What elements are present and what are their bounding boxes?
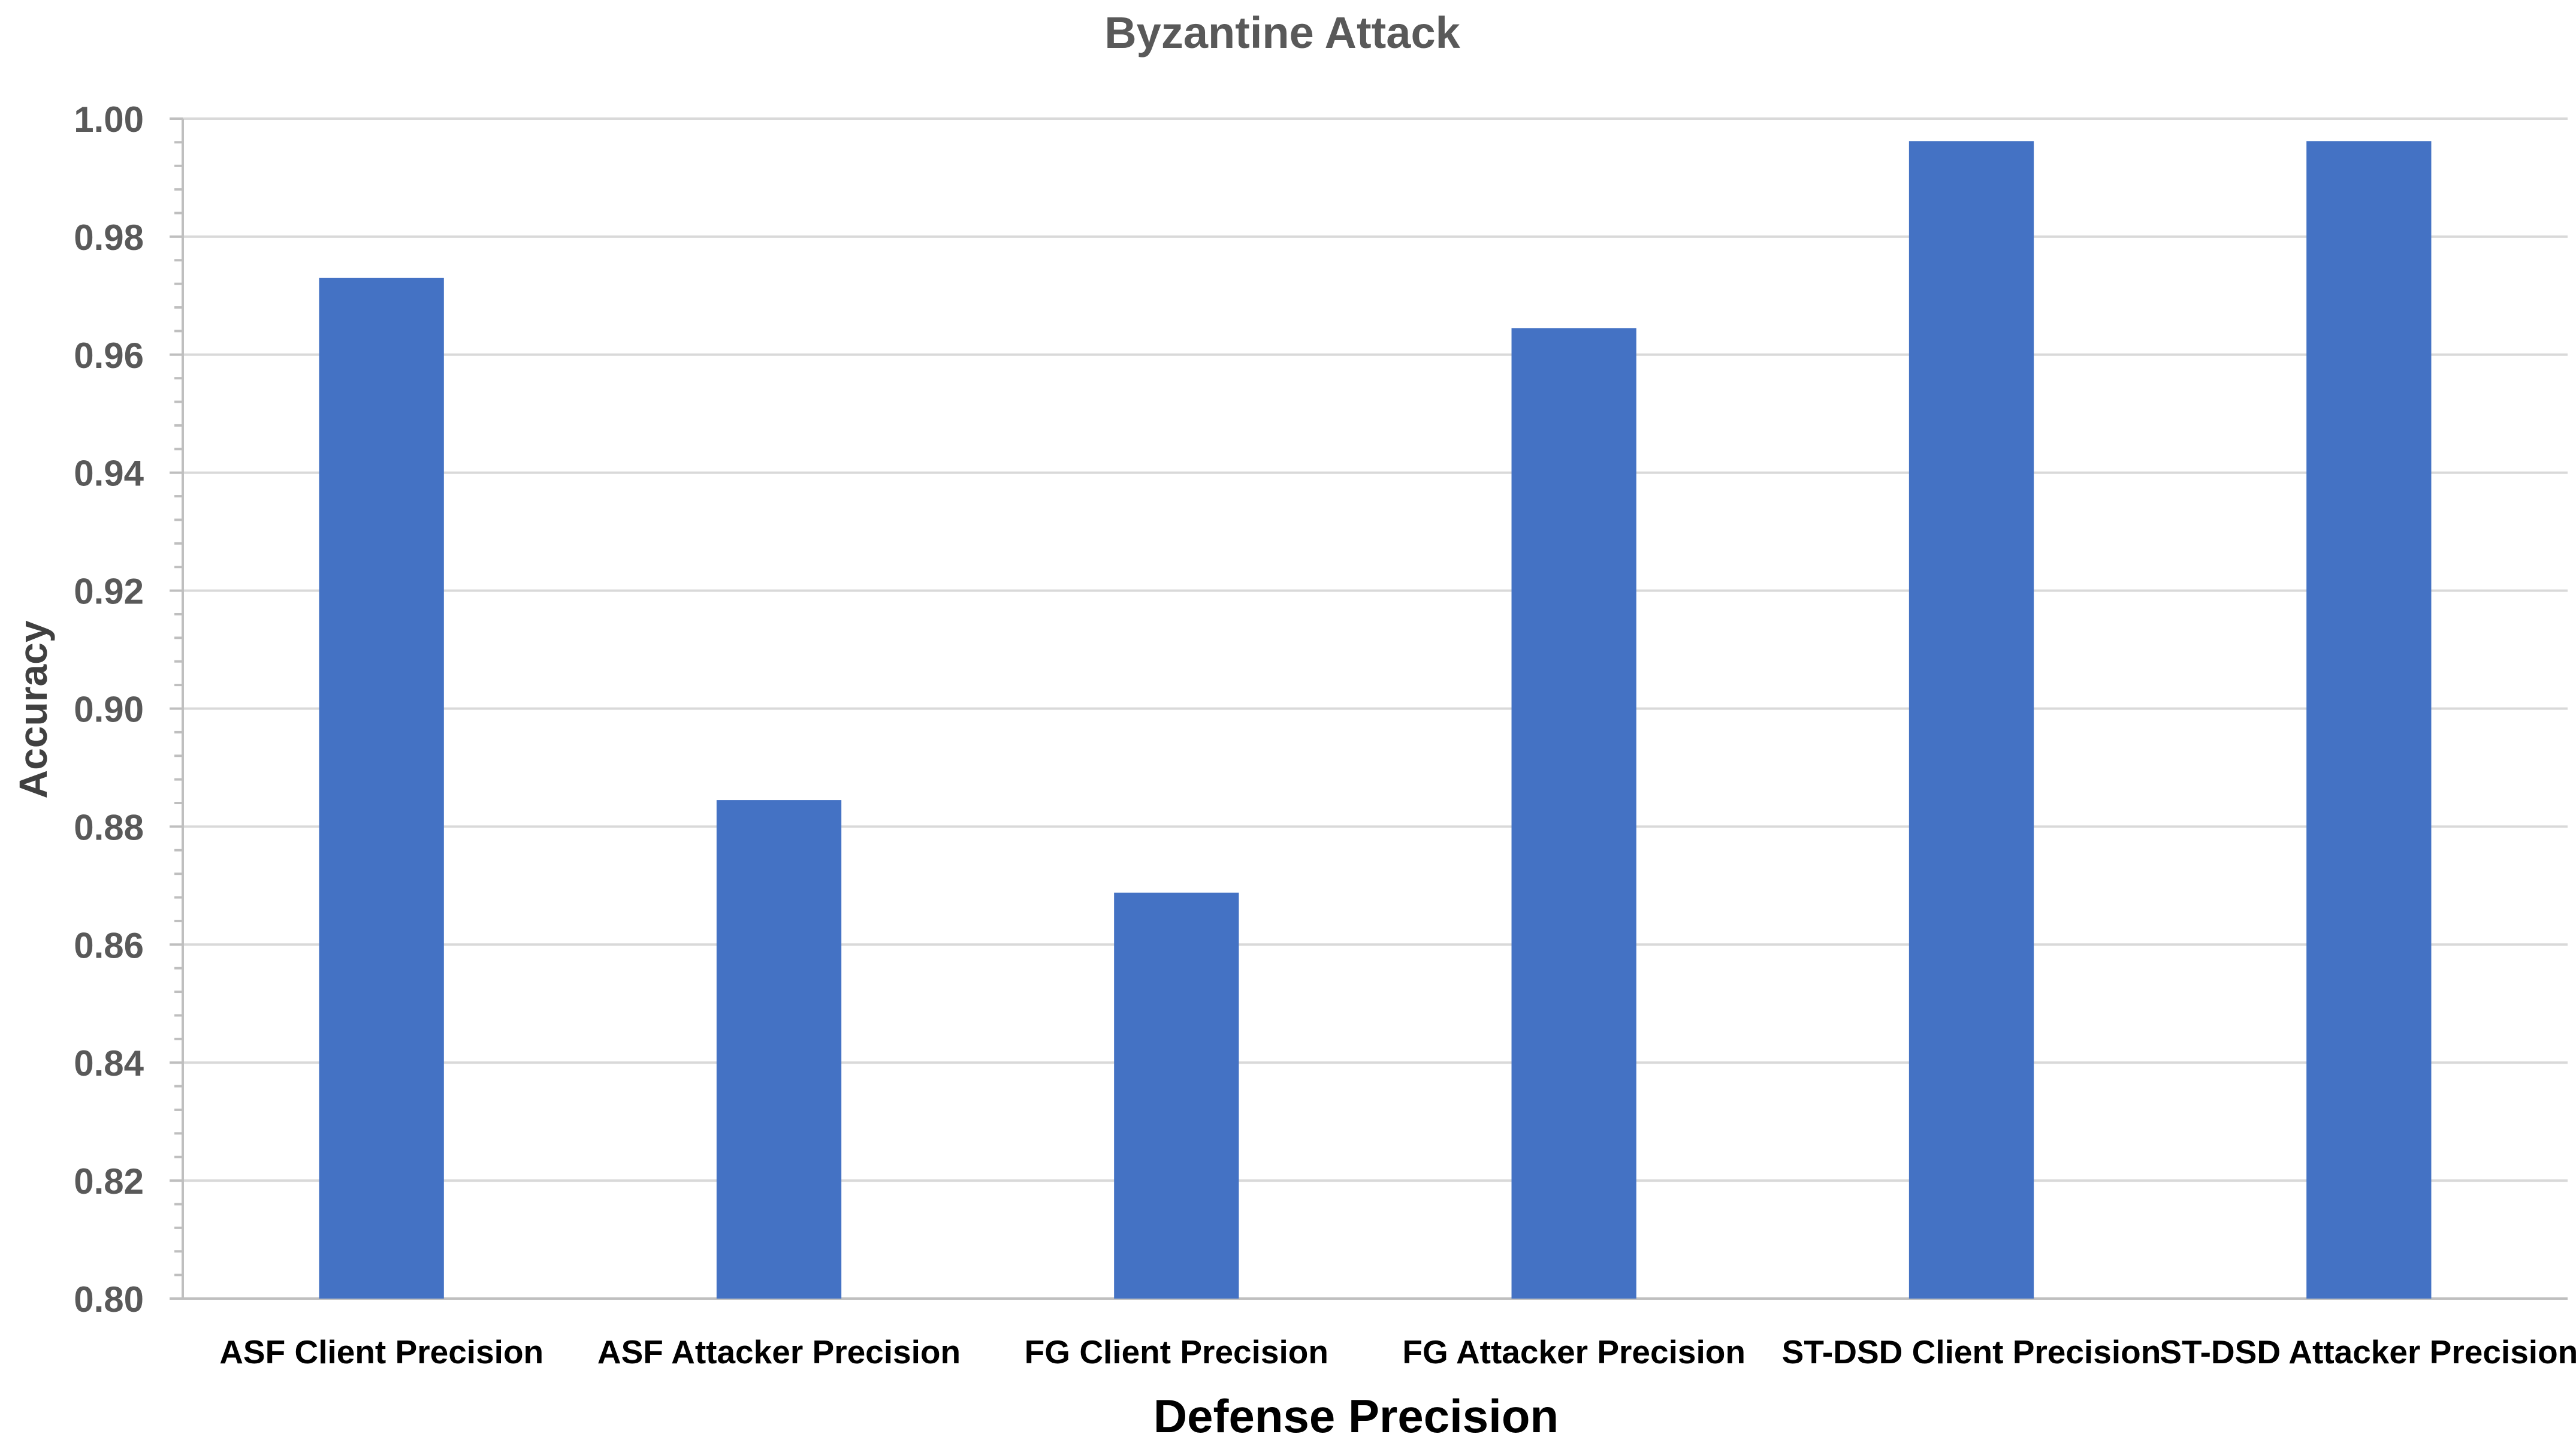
x-tick-label: ST-DSD Client Precision — [1782, 1333, 2161, 1370]
chart-title: Byzantine Attack — [1104, 8, 1460, 58]
x-tick-label: FG Attacker Precision — [1402, 1333, 1745, 1370]
bars — [319, 141, 2432, 1299]
x-axis-label: Defense Precision — [1153, 1390, 1559, 1440]
x-tick-label: ASF Client Precision — [219, 1333, 543, 1370]
y-tick-label: 0.80 — [74, 1279, 144, 1320]
y-tick-label: 0.90 — [74, 690, 144, 730]
bar — [1114, 892, 1239, 1299]
y-axis-label: Accuracy — [11, 620, 55, 798]
y-tick-label: 0.86 — [74, 925, 144, 965]
y-tick-label: 0.88 — [74, 807, 144, 847]
bar — [1511, 328, 1636, 1299]
y-tick-label: 0.96 — [74, 336, 144, 376]
x-tick-label: ASF Attacker Precision — [597, 1333, 961, 1370]
bar — [716, 800, 842, 1299]
x-tick-label: FG Client Precision — [1025, 1333, 1328, 1370]
bar — [2306, 141, 2432, 1299]
y-tick-labels: 0.80 0.82 0.84 0.86 0.88 0.90 0.92 0.94 0.96 0.98… — [74, 99, 144, 1320]
y-tick-label: 0.84 — [74, 1043, 144, 1083]
y-tick-label: 0.82 — [74, 1161, 144, 1201]
y-tick-label: 0.98 — [74, 218, 144, 258]
y-tick-label: 0.92 — [74, 572, 144, 612]
y-tick-label: 1.00 — [74, 99, 144, 140]
y-tick-label: 0.94 — [74, 454, 144, 494]
bar — [1908, 141, 2034, 1299]
bar — [319, 277, 444, 1299]
x-tick-label: ST-DSD Attacker Precision — [2160, 1333, 2576, 1370]
axes — [170, 117, 2568, 1300]
x-tick-labels: ASF Client Precision ASF Attacker Precisi… — [219, 1333, 2576, 1370]
gridlines — [183, 117, 2568, 1182]
